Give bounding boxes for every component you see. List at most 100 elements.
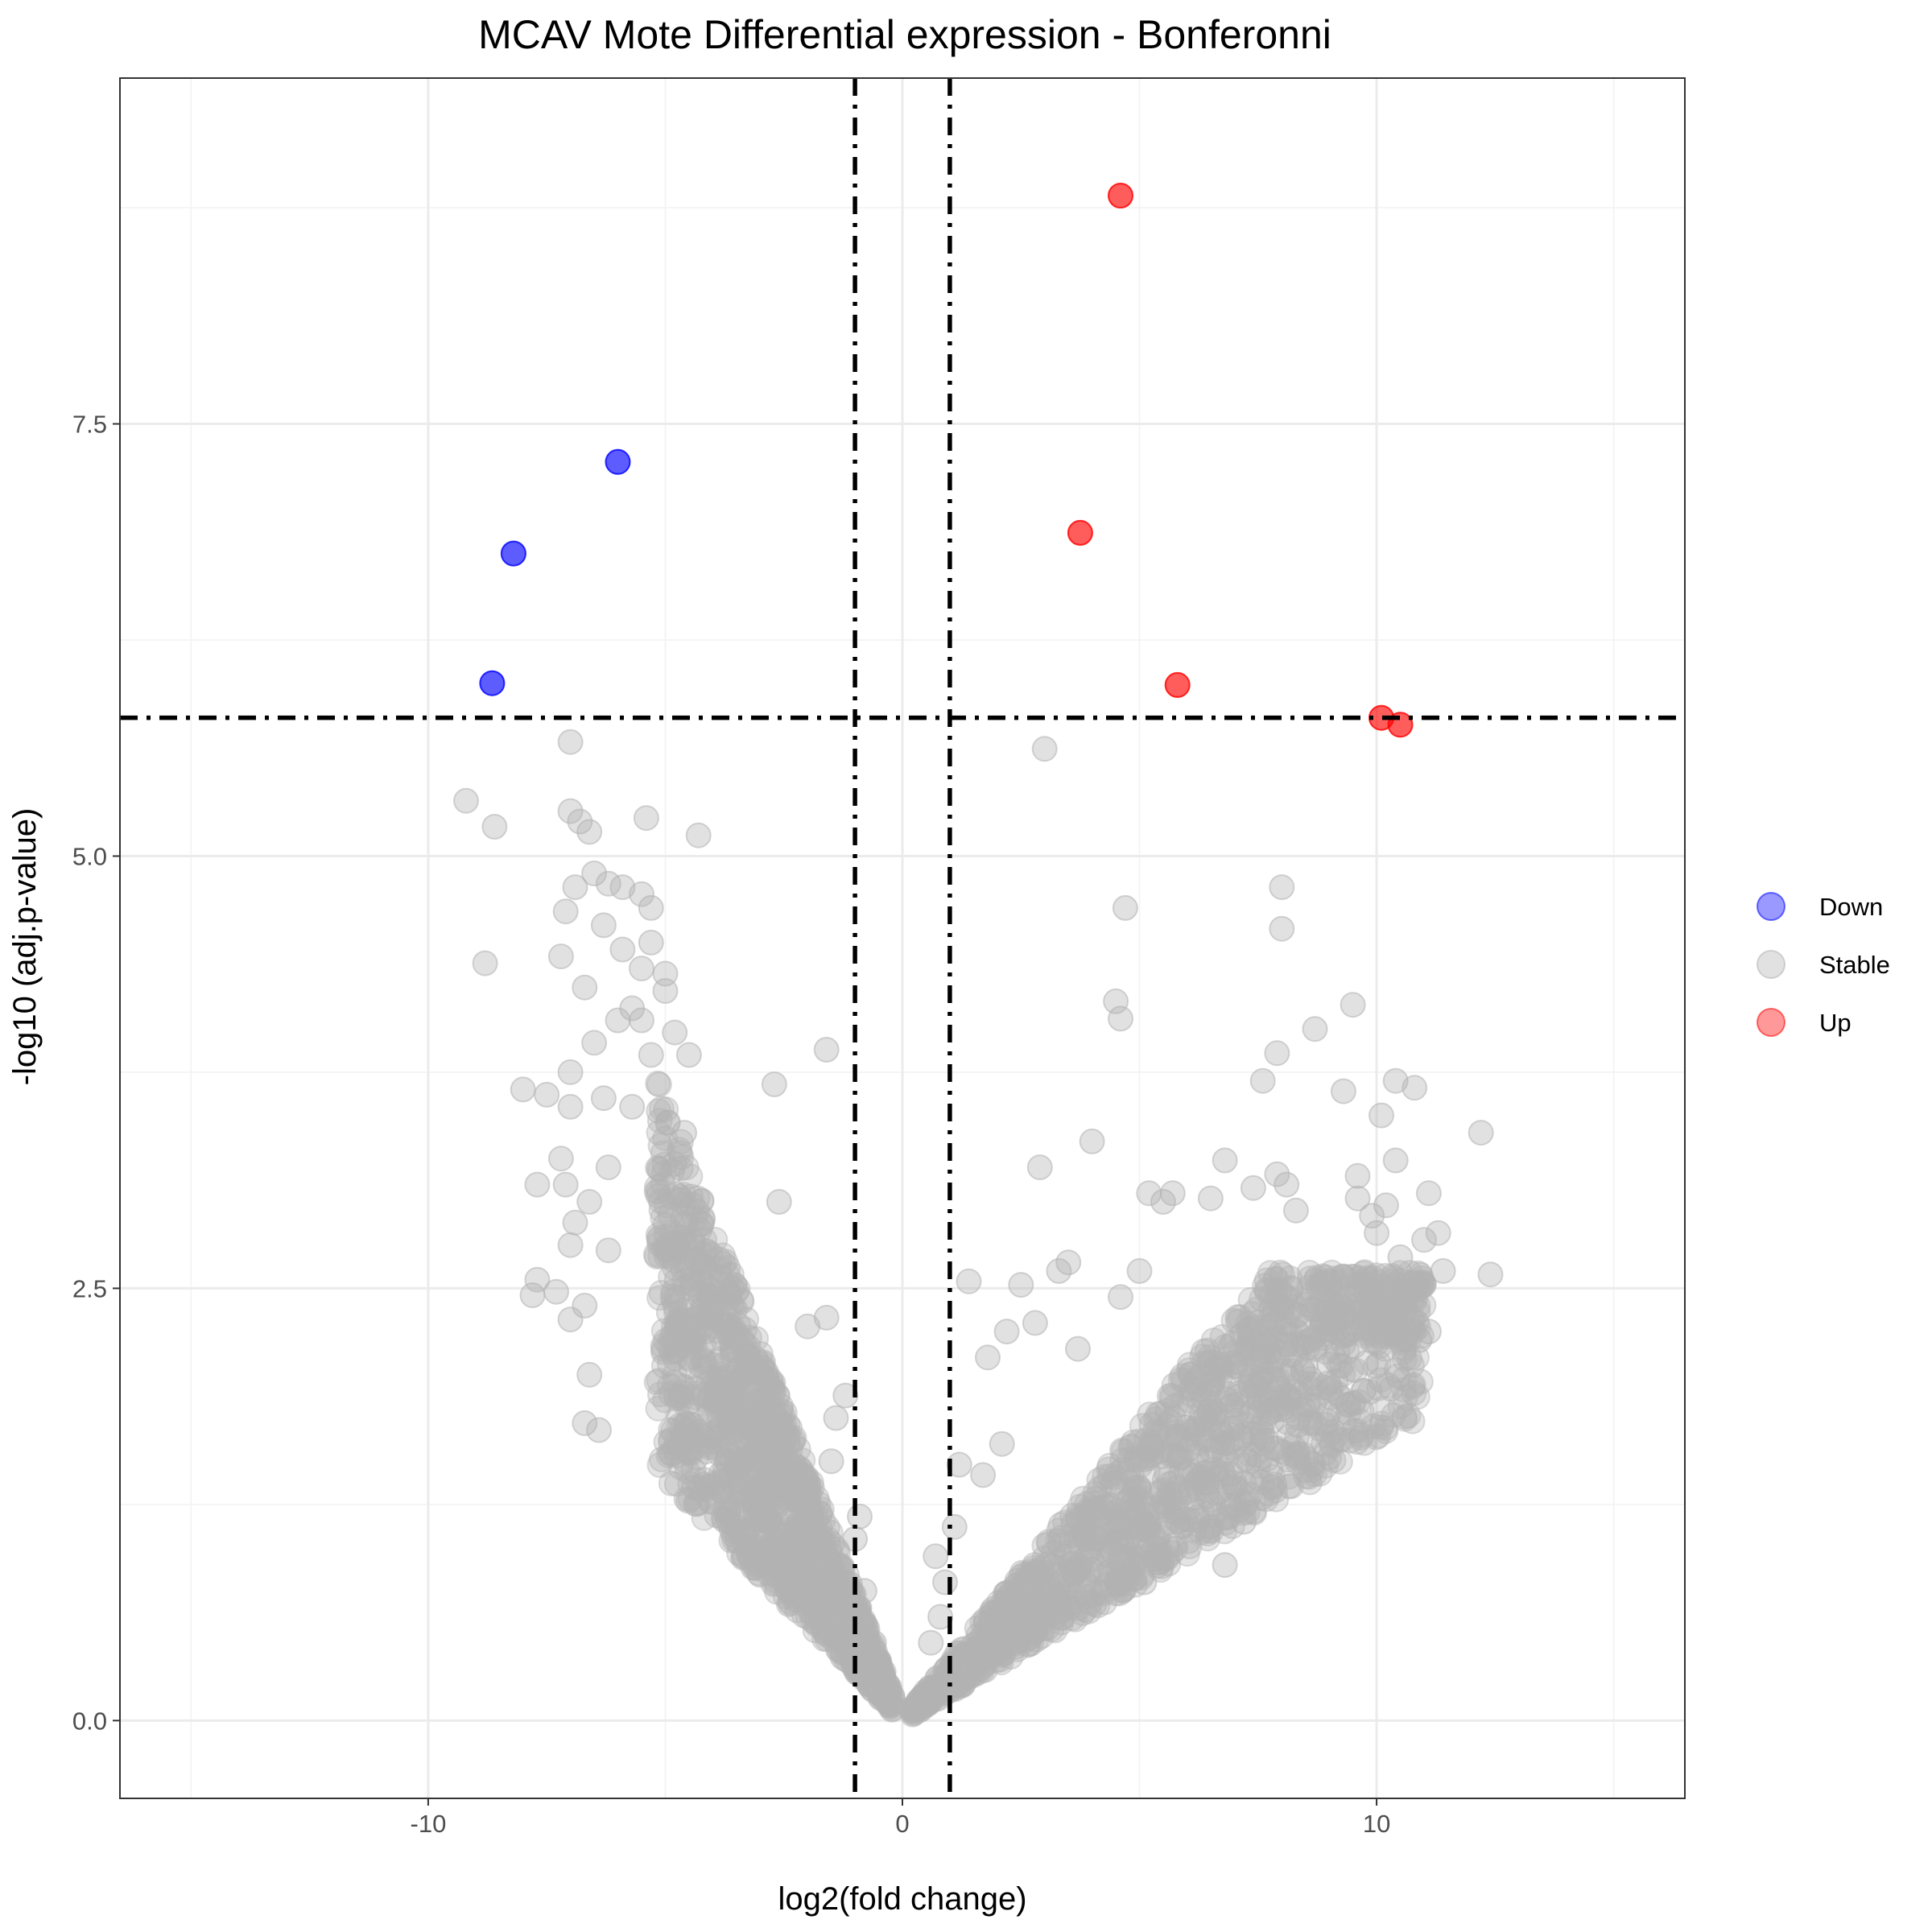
point-stable [1177, 1361, 1203, 1388]
point-stable [1411, 1227, 1437, 1253]
point-stable [1120, 1496, 1146, 1523]
point-stable [1122, 1552, 1148, 1579]
point-stable [1024, 1607, 1051, 1633]
point-stable [1163, 1392, 1190, 1418]
point-stable [782, 1480, 808, 1506]
point-stable [1188, 1400, 1215, 1426]
point-stable [572, 1410, 598, 1436]
y-tick-label: 2.5 [72, 1274, 107, 1302]
point-stable [557, 1059, 584, 1085]
point-stable [1026, 1586, 1051, 1612]
point-stable [1284, 1442, 1311, 1468]
point-stable [791, 1465, 818, 1492]
point-stable [682, 1205, 708, 1232]
point-stable [1175, 1357, 1202, 1384]
point-stable [1338, 1356, 1364, 1383]
point-stable [1340, 992, 1366, 1018]
point-stable [1373, 1301, 1399, 1327]
point-stable [1207, 1350, 1233, 1377]
point-stable [547, 943, 574, 970]
point-stable [827, 1608, 853, 1634]
point-stable [731, 1330, 758, 1356]
point-stable [829, 1640, 856, 1666]
point-stable [718, 1291, 745, 1318]
point-stable [1133, 1426, 1160, 1453]
point-stable [858, 1644, 885, 1670]
point-stable [743, 1466, 770, 1492]
point-stable [1257, 1456, 1284, 1483]
point-stable [1234, 1332, 1260, 1358]
point-stable [1347, 1408, 1373, 1435]
point-stable [652, 1327, 679, 1354]
point-stable [716, 1280, 742, 1307]
point-stable [677, 1163, 704, 1190]
point-stable [862, 1645, 888, 1672]
point-stable [1160, 1405, 1187, 1431]
point-stable [715, 1501, 741, 1528]
point-stable [1262, 1325, 1289, 1352]
point-stable [979, 1600, 1005, 1627]
point-stable [714, 1447, 741, 1474]
point-stable [1252, 1387, 1278, 1414]
point-stable [877, 1690, 904, 1717]
point-stable [1092, 1589, 1118, 1616]
point-stable [832, 1382, 859, 1409]
point-stable [688, 1212, 715, 1238]
point-stable [749, 1367, 775, 1393]
point-stable [732, 1356, 758, 1382]
point-stable [1344, 1429, 1370, 1455]
point-stable [798, 1568, 824, 1595]
point-stable [1406, 1314, 1431, 1340]
point-stable [572, 974, 598, 1001]
point-stable [1140, 1521, 1166, 1547]
point-stable [786, 1516, 812, 1542]
point-stable [975, 1645, 1001, 1671]
point-stable [824, 1599, 851, 1625]
point-stable [866, 1664, 892, 1690]
point-stable [832, 1587, 858, 1613]
point-stable [1477, 1261, 1504, 1288]
point-stable [1096, 1463, 1123, 1489]
point-stable [1296, 1463, 1323, 1490]
point-stable [1078, 1556, 1104, 1583]
point-stable [652, 978, 679, 1004]
point-stable [709, 1479, 736, 1505]
point-stable [683, 1380, 710, 1406]
point-stable [1257, 1283, 1284, 1310]
point-stable [905, 1689, 931, 1715]
point-stable [721, 1477, 748, 1503]
point-stable [1173, 1414, 1199, 1441]
point-stable [1396, 1327, 1422, 1353]
point-stable [774, 1558, 800, 1585]
point-stable [740, 1554, 766, 1581]
point-stable [1269, 1261, 1296, 1288]
point-stable [763, 1562, 790, 1588]
point-stable [806, 1530, 832, 1556]
point-stable [1355, 1305, 1381, 1331]
point-stable [693, 1388, 720, 1414]
point-stable [652, 1212, 679, 1238]
point-stable [940, 1649, 967, 1676]
point-stable [662, 1369, 687, 1396]
point-stable [1325, 1287, 1352, 1313]
point-stable [1234, 1499, 1261, 1525]
point-stable [1283, 1424, 1310, 1451]
point-stable [917, 1684, 943, 1711]
point-stable [680, 1323, 707, 1349]
point-stable [821, 1628, 848, 1654]
point-stable [1348, 1297, 1375, 1323]
point-stable [789, 1571, 815, 1597]
point-stable [736, 1408, 762, 1435]
point-stable [766, 1189, 792, 1215]
point-stable [733, 1387, 759, 1414]
point-stable [1398, 1307, 1425, 1334]
point-stable [872, 1674, 898, 1700]
point-stable [813, 1567, 840, 1593]
point-stable [1395, 1402, 1422, 1429]
point-stable [1062, 1561, 1088, 1587]
point-stable [1331, 1264, 1358, 1290]
point-stable [1313, 1339, 1339, 1365]
point-stable [552, 1171, 579, 1198]
point-stable [736, 1393, 762, 1419]
point-stable [980, 1641, 1006, 1667]
